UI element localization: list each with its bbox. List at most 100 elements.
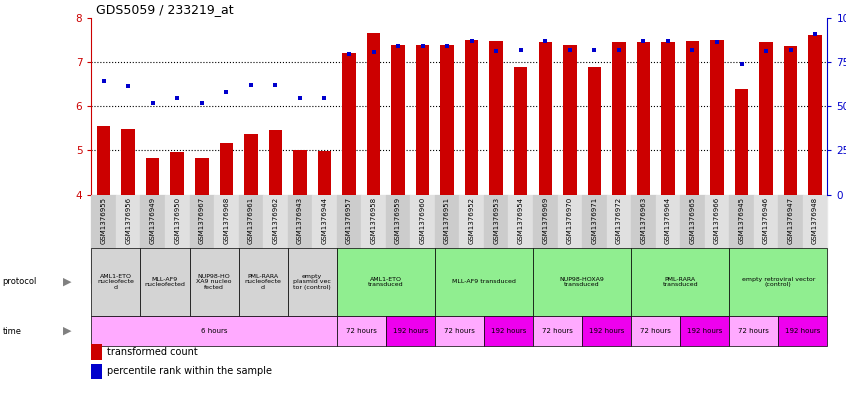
Text: 72 hours: 72 hours: [739, 328, 769, 334]
Text: percentile rank within the sample: percentile rank within the sample: [107, 366, 272, 376]
Bar: [607, 195, 631, 283]
Bar: [410, 195, 435, 283]
Bar: [288, 195, 312, 283]
Bar: [386, 316, 435, 346]
Bar: [711, 40, 723, 195]
Bar: [122, 129, 135, 195]
Bar: [146, 158, 159, 195]
Text: GDS5059 / 233219_at: GDS5059 / 233219_at: [96, 3, 233, 16]
Text: AML1-ETO
nucleofecte
d: AML1-ETO nucleofecte d: [97, 274, 135, 290]
Text: GSM1376954: GSM1376954: [518, 197, 524, 244]
Text: GSM1376943: GSM1376943: [297, 197, 303, 244]
Bar: [729, 248, 827, 316]
Bar: [778, 316, 827, 346]
Bar: [91, 248, 140, 316]
Bar: [514, 67, 527, 195]
Text: GSM1376967: GSM1376967: [199, 197, 205, 244]
Bar: [435, 248, 533, 316]
Text: 72 hours: 72 hours: [444, 328, 475, 334]
Bar: [484, 195, 508, 283]
Bar: [533, 316, 582, 346]
Text: GSM1376958: GSM1376958: [371, 197, 376, 244]
Bar: [337, 316, 386, 346]
Text: GSM1376957: GSM1376957: [346, 197, 352, 244]
Bar: [754, 195, 778, 283]
Bar: [533, 195, 558, 248]
Bar: [656, 195, 680, 283]
Bar: [582, 195, 607, 248]
Bar: [288, 248, 337, 316]
Text: 192 hours: 192 hours: [491, 328, 526, 334]
Text: GSM1376956: GSM1376956: [125, 197, 131, 244]
Bar: [435, 316, 484, 346]
Bar: [539, 42, 552, 195]
Bar: [435, 195, 459, 248]
Bar: [729, 195, 754, 283]
Bar: [588, 67, 601, 195]
Bar: [294, 150, 306, 195]
Text: GSM1376970: GSM1376970: [567, 197, 573, 244]
Bar: [631, 195, 656, 248]
Bar: [754, 195, 778, 248]
Text: 72 hours: 72 hours: [542, 328, 573, 334]
Bar: [563, 45, 576, 195]
Bar: [484, 195, 508, 248]
Bar: [662, 42, 674, 195]
Bar: [705, 195, 729, 248]
Bar: [729, 195, 754, 248]
Bar: [760, 42, 772, 195]
Bar: [784, 46, 797, 195]
Text: GSM1376955: GSM1376955: [101, 197, 107, 244]
Bar: [239, 195, 263, 248]
Text: NUP98-HOXA9
transduced: NUP98-HOXA9 transduced: [559, 277, 605, 287]
Bar: [91, 316, 337, 346]
Text: GSM1376966: GSM1376966: [714, 197, 720, 244]
Bar: [140, 195, 165, 248]
Bar: [686, 40, 699, 195]
Text: 192 hours: 192 hours: [687, 328, 722, 334]
Bar: [735, 89, 748, 195]
Bar: [490, 40, 503, 195]
Bar: [263, 195, 288, 283]
Text: GSM1376961: GSM1376961: [248, 197, 254, 244]
Text: time: time: [3, 327, 21, 336]
Bar: [239, 248, 288, 316]
Bar: [337, 195, 361, 248]
Bar: [214, 195, 239, 248]
Bar: [613, 42, 625, 195]
Bar: [656, 195, 680, 248]
Bar: [631, 316, 680, 346]
Bar: [165, 195, 190, 283]
Text: PML-RARA
transduced: PML-RARA transduced: [662, 277, 698, 287]
Text: GSM1376963: GSM1376963: [640, 197, 646, 244]
Bar: [416, 45, 429, 195]
Bar: [607, 195, 631, 248]
Text: GSM1376953: GSM1376953: [493, 197, 499, 244]
Bar: [386, 195, 410, 283]
Bar: [778, 195, 803, 283]
Bar: [705, 195, 729, 283]
Bar: [484, 316, 533, 346]
Text: transformed count: transformed count: [107, 347, 198, 357]
Bar: [582, 316, 631, 346]
Text: PML-RARA
nucleofecte
d: PML-RARA nucleofecte d: [244, 274, 282, 290]
Bar: [441, 45, 453, 195]
Bar: [288, 195, 312, 248]
Text: GSM1376949: GSM1376949: [150, 197, 156, 244]
Bar: [269, 130, 282, 195]
Bar: [392, 45, 404, 195]
Text: GSM1376944: GSM1376944: [321, 197, 327, 244]
Bar: [343, 53, 355, 195]
Bar: [533, 248, 631, 316]
Text: GSM1376965: GSM1376965: [689, 197, 695, 244]
Text: GSM1376969: GSM1376969: [542, 197, 548, 244]
Bar: [97, 126, 110, 195]
Bar: [533, 195, 558, 283]
Text: 192 hours: 192 hours: [785, 328, 821, 334]
Text: ▶: ▶: [63, 326, 72, 336]
Bar: [680, 195, 705, 283]
Bar: [459, 195, 484, 283]
Text: 192 hours: 192 hours: [393, 328, 428, 334]
Bar: [367, 33, 380, 195]
Text: GSM1376960: GSM1376960: [420, 197, 426, 244]
